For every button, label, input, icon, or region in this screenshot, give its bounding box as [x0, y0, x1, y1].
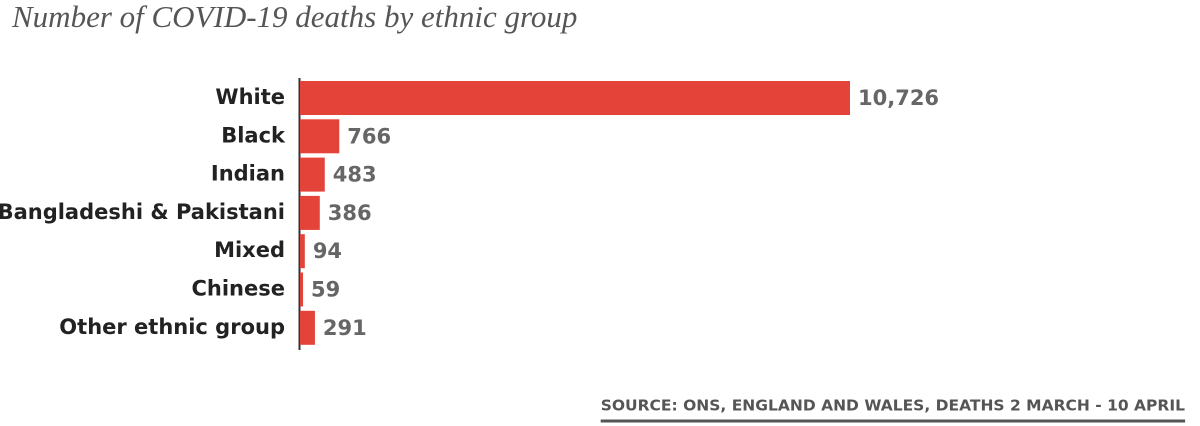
value-label: 386	[328, 201, 372, 225]
value-label: 483	[333, 163, 377, 187]
bar	[300, 195, 320, 230]
value-label: 291	[323, 316, 367, 340]
category-label: Other ethnic group	[59, 315, 285, 339]
bar	[300, 81, 850, 115]
category-label: Bangladeshi & Pakistani	[0, 200, 285, 224]
chart-title: Number of COVID-19 deaths by ethnic grou…	[11, 0, 577, 34]
value-label: 766	[347, 124, 391, 148]
value-label: 10,726	[858, 86, 939, 110]
value-label: 94	[313, 239, 342, 263]
category-label: Chinese	[192, 277, 286, 301]
source-note: SOURCE: ONS, ENGLAND AND WALES, DEATHS 2…	[601, 397, 1185, 415]
value-label: 59	[311, 278, 340, 302]
bar	[300, 272, 304, 307]
category-label: Mixed	[214, 238, 285, 262]
bar	[300, 157, 325, 192]
category-label: White	[215, 85, 285, 109]
bar	[300, 234, 305, 269]
category-label: Indian	[211, 162, 285, 186]
category-label: Black	[221, 123, 286, 147]
bar	[300, 310, 315, 345]
bar	[300, 119, 340, 154]
